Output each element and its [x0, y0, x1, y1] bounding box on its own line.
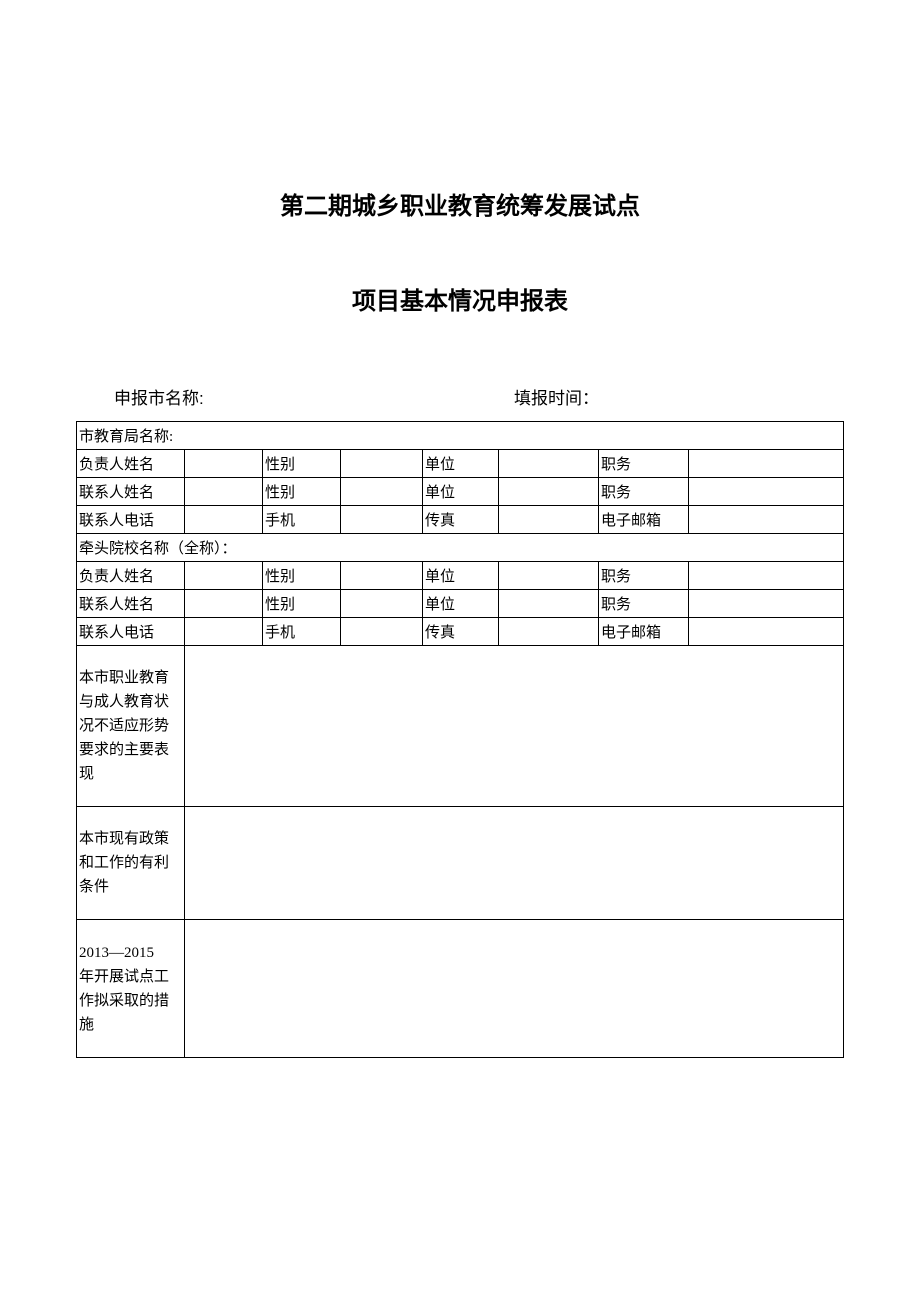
bureau-leader-row: 负责人姓名 性别 单位 职务 [77, 450, 844, 478]
measures-label: 2013—2015 年开展试点工作拟采取的措施 [77, 920, 185, 1058]
measures-label-text: 年开展试点工作拟采取的措施 [79, 965, 182, 1037]
school-leader-position-label: 职务 [599, 562, 689, 590]
school-phone-row: 联系人电话 手机 传真 电子邮箱 [77, 618, 844, 646]
contact-gender-label: 性别 [263, 478, 341, 506]
school-contact-fax-value[interactable] [499, 618, 599, 646]
measures-row: 2013—2015 年开展试点工作拟采取的措施 [77, 920, 844, 1058]
school-contact-row: 联系人姓名 性别 单位 职务 [77, 590, 844, 618]
leader-unit-label: 单位 [423, 450, 499, 478]
contact-email-label: 电子邮箱 [599, 506, 689, 534]
contact-gender-value[interactable] [341, 478, 423, 506]
conditions-label: 本市现有政策和工作的有利条件 [77, 807, 185, 920]
school-leader-unit-label: 单位 [423, 562, 499, 590]
contact-mobile-label: 手机 [263, 506, 341, 534]
school-contact-gender-label: 性别 [263, 590, 341, 618]
contact-position-value[interactable] [689, 478, 844, 506]
school-contact-unit-value[interactable] [499, 590, 599, 618]
application-form-table: 市教育局名称: 负责人姓名 性别 单位 职务 联系人姓名 性别 单位 职务 联系… [76, 421, 844, 1058]
leader-unit-value[interactable] [499, 450, 599, 478]
school-contact-email-label: 电子邮箱 [599, 618, 689, 646]
contact-position-label: 职务 [599, 478, 689, 506]
contact-unit-value[interactable] [499, 478, 599, 506]
school-leader-name-value[interactable] [185, 562, 263, 590]
school-leader-gender-label: 性别 [263, 562, 341, 590]
school-name-label: 牵头院校名称（全称）： [77, 534, 844, 562]
leader-name-value[interactable] [185, 450, 263, 478]
header-row: 申报市名称: 填报时间： [76, 384, 844, 409]
school-contact-name-value[interactable] [185, 590, 263, 618]
measures-label-years: 2013—2015 [79, 941, 182, 965]
conditions-value[interactable] [185, 807, 844, 920]
school-contact-gender-value[interactable] [341, 590, 423, 618]
school-leader-name-label: 负责人姓名 [77, 562, 185, 590]
leader-gender-value[interactable] [341, 450, 423, 478]
conditions-row: 本市现有政策和工作的有利条件 [77, 807, 844, 920]
school-contact-mobile-value[interactable] [341, 618, 423, 646]
school-contact-mobile-label: 手机 [263, 618, 341, 646]
contact-name-value[interactable] [185, 478, 263, 506]
school-contact-email-value[interactable] [689, 618, 844, 646]
school-contact-fax-label: 传真 [423, 618, 499, 646]
school-contact-position-label: 职务 [599, 590, 689, 618]
section-header-school: 牵头院校名称（全称）： [77, 534, 844, 562]
school-contact-phone-label: 联系人电话 [77, 618, 185, 646]
contact-fax-value[interactable] [499, 506, 599, 534]
situation-row: 本市职业教育与成人教育状况不适应形势要求的主要表现 [77, 646, 844, 807]
contact-phone-value[interactable] [185, 506, 263, 534]
document-title-line1: 第二期城乡职业教育统筹发展试点 [76, 186, 844, 221]
leader-position-label: 职务 [599, 450, 689, 478]
document-title-line2: 项目基本情况申报表 [76, 281, 844, 316]
situation-value[interactable] [185, 646, 844, 807]
school-leader-gender-value[interactable] [341, 562, 423, 590]
section-header-bureau: 市教育局名称: [77, 422, 844, 450]
bureau-name-label: 市教育局名称: [77, 422, 844, 450]
contact-name-label: 联系人姓名 [77, 478, 185, 506]
contact-fax-label: 传真 [423, 506, 499, 534]
fill-date-label: 填报时间： [514, 384, 844, 409]
school-contact-name-label: 联系人姓名 [77, 590, 185, 618]
leader-name-label: 负责人姓名 [77, 450, 185, 478]
contact-email-value[interactable] [689, 506, 844, 534]
measures-value[interactable] [185, 920, 844, 1058]
contact-mobile-value[interactable] [341, 506, 423, 534]
school-leader-unit-value[interactable] [499, 562, 599, 590]
school-contact-unit-label: 单位 [423, 590, 499, 618]
leader-gender-label: 性别 [263, 450, 341, 478]
school-contact-phone-value[interactable] [185, 618, 263, 646]
school-leader-row: 负责人姓名 性别 单位 职务 [77, 562, 844, 590]
bureau-phone-row: 联系人电话 手机 传真 电子邮箱 [77, 506, 844, 534]
bureau-contact-row: 联系人姓名 性别 单位 职务 [77, 478, 844, 506]
contact-phone-label: 联系人电话 [77, 506, 185, 534]
leader-position-value[interactable] [689, 450, 844, 478]
school-contact-position-value[interactable] [689, 590, 844, 618]
contact-unit-label: 单位 [423, 478, 499, 506]
city-name-label: 申报市名称: [114, 384, 514, 409]
situation-label: 本市职业教育与成人教育状况不适应形势要求的主要表现 [77, 646, 185, 807]
school-leader-position-value[interactable] [689, 562, 844, 590]
